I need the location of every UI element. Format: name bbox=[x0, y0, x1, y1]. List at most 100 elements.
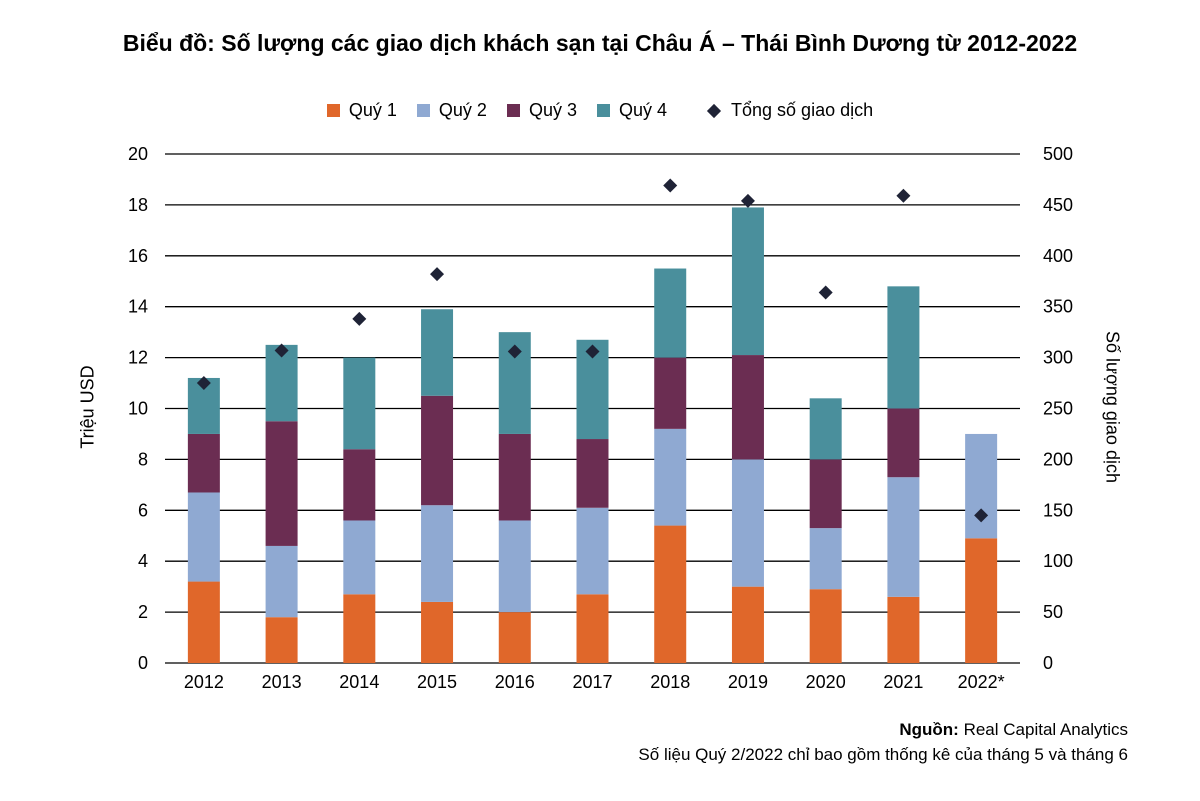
x-tick-label: 2014 bbox=[339, 672, 379, 692]
bar-q1 bbox=[965, 538, 998, 663]
x-tick-label: 2020 bbox=[806, 672, 846, 692]
legend-label-q3: Quý 3 bbox=[528, 100, 577, 120]
bar-q2 bbox=[498, 520, 531, 613]
y-axis-right-title: Số lượng giao dịch bbox=[1102, 331, 1123, 483]
legend-label-total: Tổng số giao dịch bbox=[731, 100, 874, 120]
total-marker bbox=[274, 343, 289, 358]
bar-q4 bbox=[654, 268, 687, 358]
y-tick-label-left: 2 bbox=[138, 602, 148, 622]
bar-q3 bbox=[421, 395, 454, 506]
bar-q4 bbox=[421, 309, 454, 396]
x-tick-label: 2022* bbox=[958, 672, 1005, 692]
y-tick-label-right: 400 bbox=[1043, 246, 1073, 266]
x-tick-label: 2019 bbox=[728, 672, 768, 692]
legend-label-q1: Quý 1 bbox=[348, 100, 397, 120]
bar-q3 bbox=[498, 433, 531, 521]
bar-q2 bbox=[187, 492, 220, 582]
x-tick-label: 2013 bbox=[262, 672, 302, 692]
legend-item-total: Tổng số giao dịch bbox=[687, 100, 873, 121]
y-tick-label-right: 0 bbox=[1043, 653, 1053, 673]
total-marker bbox=[818, 285, 833, 300]
legend-label-q2: Quý 2 bbox=[438, 100, 487, 120]
legend-swatch-q4 bbox=[596, 104, 610, 117]
source-line: Nguồn: Real Capital Analytics bbox=[899, 720, 1128, 740]
bar-q2 bbox=[576, 507, 609, 595]
y-tick-label-left: 12 bbox=[128, 348, 148, 368]
y-tick-label-left: 10 bbox=[128, 399, 148, 419]
y-tick-label-left: 20 bbox=[128, 144, 148, 164]
y-tick-label-right: 450 bbox=[1043, 195, 1073, 215]
bar-q1 bbox=[187, 581, 220, 663]
y-tick-label-left: 4 bbox=[138, 551, 148, 571]
y-tick-label-right: 350 bbox=[1043, 297, 1073, 317]
bar-q3 bbox=[731, 355, 764, 460]
bar-q2 bbox=[809, 528, 842, 590]
bar-q2 bbox=[731, 459, 764, 587]
source-text: Real Capital Analytics bbox=[963, 720, 1128, 739]
bar-q2 bbox=[265, 545, 298, 618]
bar-q2 bbox=[654, 428, 687, 526]
legend-label-q4: Quý 4 bbox=[618, 100, 668, 120]
y-tick-label-right: 100 bbox=[1043, 551, 1073, 571]
y-tick-label-right: 250 bbox=[1043, 399, 1073, 419]
y-tick-label-right: 200 bbox=[1043, 449, 1073, 469]
bar-q3 bbox=[343, 449, 376, 521]
legend-item-q1: Quý 1 bbox=[326, 100, 397, 121]
bar-q2 bbox=[965, 433, 998, 539]
y-tick-label-right: 50 bbox=[1043, 602, 1063, 622]
x-tick-label: 2021 bbox=[883, 672, 923, 692]
total-marker bbox=[896, 188, 911, 203]
bar-q1 bbox=[654, 525, 687, 663]
source-label: Nguồn: bbox=[899, 720, 959, 739]
bar-q3 bbox=[654, 357, 687, 429]
legend-item-q3: Quý 3 bbox=[506, 100, 577, 121]
x-tick-label: 2017 bbox=[572, 672, 612, 692]
y-tick-label-right: 300 bbox=[1043, 348, 1073, 368]
legend-swatch-q2 bbox=[416, 104, 430, 117]
chart-legend: Quý 1 Quý 2 Quý 3 Quý 4 Tổng số giao dịc… bbox=[0, 100, 1200, 121]
bar-q1 bbox=[498, 612, 531, 663]
bar-q1 bbox=[421, 601, 454, 663]
legend-swatch-q3 bbox=[506, 104, 520, 117]
bar-q3 bbox=[576, 439, 609, 508]
bar-q1 bbox=[343, 594, 376, 663]
total-marker bbox=[430, 267, 445, 282]
legend-item-q4: Quý 4 bbox=[596, 100, 668, 121]
bar-q1 bbox=[809, 589, 842, 663]
y-tick-label-right: 500 bbox=[1043, 144, 1073, 164]
total-marker bbox=[507, 344, 522, 359]
y-tick-label-left: 8 bbox=[138, 449, 148, 469]
bar-q4 bbox=[731, 207, 764, 356]
x-tick-label: 2015 bbox=[417, 672, 457, 692]
bar-q1 bbox=[887, 596, 920, 663]
total-marker bbox=[352, 311, 367, 326]
total-marker bbox=[740, 193, 755, 208]
total-marker bbox=[974, 508, 989, 523]
bar-q1 bbox=[265, 617, 298, 663]
bar-q3 bbox=[809, 459, 842, 529]
legend-swatch-q1 bbox=[326, 104, 340, 117]
bar-q4 bbox=[809, 398, 842, 460]
bar-q2 bbox=[343, 520, 376, 595]
y-axis-left-title: Triệu USD bbox=[77, 365, 98, 449]
bar-q4 bbox=[887, 286, 920, 409]
bar-q4 bbox=[265, 344, 298, 422]
bar-q1 bbox=[576, 594, 609, 663]
y-tick-label-left: 18 bbox=[128, 195, 148, 215]
bar-q4 bbox=[343, 357, 376, 450]
bar-q2 bbox=[887, 477, 920, 597]
total-marker bbox=[585, 344, 600, 359]
y-tick-label-left: 16 bbox=[128, 246, 148, 266]
y-tick-label-right: 150 bbox=[1043, 500, 1073, 520]
x-tick-label: 2016 bbox=[495, 672, 535, 692]
footnote: Số liệu Quý 2/2022 chỉ bao gồm thống kê … bbox=[638, 745, 1128, 764]
x-tick-label: 2018 bbox=[650, 672, 690, 692]
bar-q2 bbox=[421, 505, 454, 602]
bar-q3 bbox=[887, 408, 920, 478]
total-marker bbox=[196, 376, 211, 391]
y-tick-label-left: 6 bbox=[138, 500, 148, 520]
y-tick-label-left: 14 bbox=[128, 297, 148, 317]
bar-q3 bbox=[265, 421, 298, 546]
total-marker bbox=[663, 178, 678, 193]
